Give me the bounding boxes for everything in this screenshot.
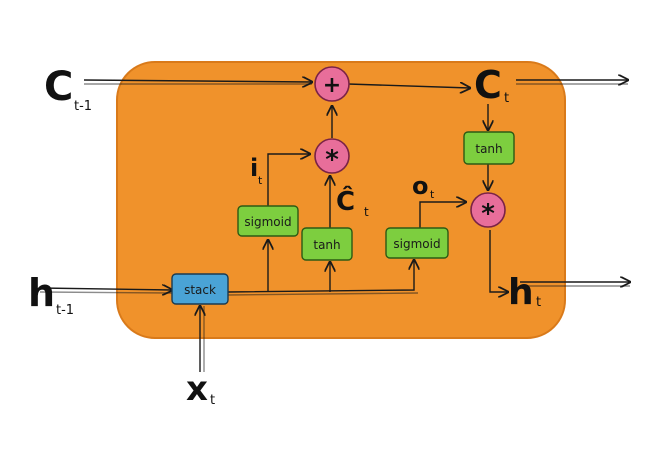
input-multiply-operator: * [314,138,350,175]
h-prev-main: h [28,271,55,315]
stack-label: stack [184,283,216,297]
add-operator-symbol: + [323,73,341,98]
input-gate-label: i t [250,154,263,187]
cell-tanh-box: tanh [463,131,515,165]
cell-tanh-label: tanh [475,142,502,156]
ctilde-main: Ĉ [336,185,355,217]
h-out-main: h [508,272,534,313]
i-main: i [250,154,258,182]
o-sub: t [430,188,435,201]
output-multiply-operator: * [470,192,506,229]
stack-box: stack [171,273,229,305]
x-input-label: x t [186,369,215,409]
c-prev-label: C t-1 [44,64,92,114]
lstm-cell-body [116,61,566,339]
add-operator: + [314,66,350,102]
c-out-main: C [474,63,502,107]
h-prev-label: h t-1 [28,271,74,318]
connection-lines [39,80,630,372]
output-sigmoid-label: sigmoid [393,237,440,251]
input-sigmoid-box: sigmoid [237,205,299,237]
input-multiply-symbol: * [325,145,339,175]
c-out-sub: t [504,91,509,106]
h-prev-sub: t-1 [56,303,74,318]
h-out-label: h t [508,272,541,313]
o-main: o [412,172,429,200]
output-multiply-symbol: * [481,199,495,229]
c-prev-sub: t-1 [74,99,92,114]
c-out-label: C t [474,63,509,107]
x-main: x [186,369,208,409]
input-sigmoid-label: sigmoid [244,215,291,229]
x-sub: t [210,393,215,408]
output-gate-label: o t [412,172,435,201]
i-sub: t [258,174,263,187]
output-sigmoid-box: sigmoid [385,227,449,259]
candidate-tanh-box: tanh [301,227,353,261]
h-out-sub: t [536,295,541,310]
candidate-tanh-label: tanh [313,238,340,252]
candidate-cell-label: Ĉ t [336,185,369,219]
c-prev-main: C [44,64,73,110]
ctilde-sub: t [364,205,369,219]
